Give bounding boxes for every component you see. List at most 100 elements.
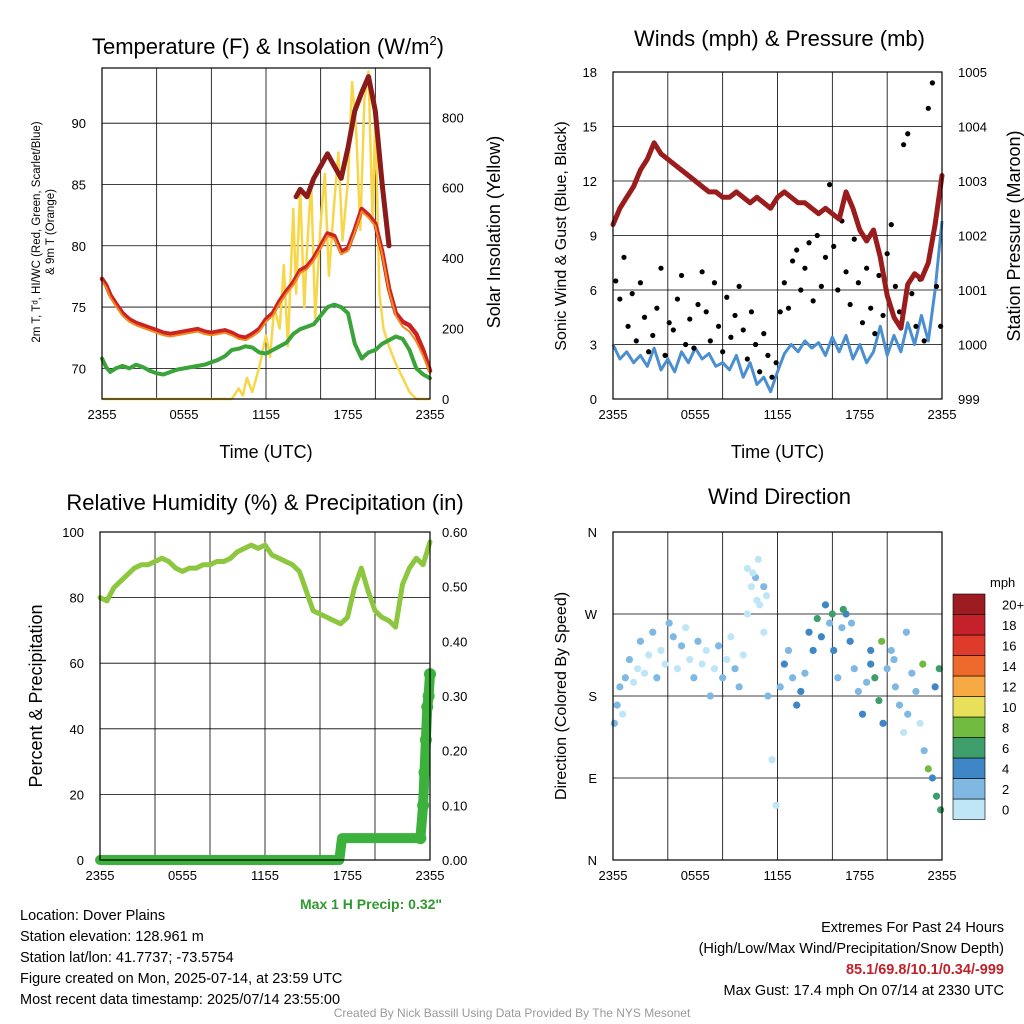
y-tick-label: 85 xyxy=(72,177,86,192)
wind-direction-point xyxy=(793,701,801,709)
y-tick-label: N xyxy=(588,525,597,540)
x-axis-label: Time (UTC) xyxy=(219,442,312,462)
legend-label: 20+ xyxy=(1002,597,1024,612)
wind-direction-point xyxy=(739,651,747,659)
temperature-chart: 70 75 80 85 90 0 200 400 600 800 2355 0555 1155 1755 2… xyxy=(31,33,504,462)
wind-direction-point xyxy=(749,569,757,577)
precipitation-point xyxy=(422,690,435,702)
y2-tick-label: 400 xyxy=(442,251,464,266)
wind-direction-point xyxy=(665,619,673,627)
legend-title: mph xyxy=(990,575,1015,590)
legend-swatch xyxy=(952,696,986,718)
wind-direction-point xyxy=(634,665,642,673)
wind-direction-point xyxy=(871,674,879,682)
wind-direction-point xyxy=(902,628,910,636)
wind-direction-point xyxy=(813,614,821,623)
gust-point xyxy=(674,296,681,302)
legend-label: 6 xyxy=(1002,741,1009,756)
gust-point xyxy=(921,338,927,344)
winds-chart: 0 3 6 9 12 15 18 999 1000 1001 1002 1003 1004 1005 235… xyxy=(553,26,1024,462)
wind-direction-point xyxy=(686,655,694,664)
wind-direction-point xyxy=(610,719,618,727)
wind-direction-point xyxy=(625,655,634,664)
y2-tick-label: 0.60 xyxy=(442,525,467,540)
legend-swatch xyxy=(952,655,986,677)
y2-tick-label: 0.40 xyxy=(442,634,467,649)
y-axis-label: Percent & Precipitation xyxy=(26,604,46,787)
gust-point xyxy=(773,360,779,366)
y2-tick-label: 1005 xyxy=(958,65,987,80)
precipitation-point xyxy=(418,766,431,779)
gust-point xyxy=(888,222,894,228)
gust-point xyxy=(650,332,656,339)
x-tick-label: 2355 xyxy=(86,868,115,883)
y2-tick-label: 0.30 xyxy=(442,689,467,704)
y-tick-label: 60 xyxy=(70,656,84,671)
gust-point xyxy=(769,374,775,380)
y-tick-label: 75 xyxy=(72,300,86,315)
wind-direction-point xyxy=(935,665,943,673)
wind-direction-point xyxy=(919,660,927,668)
wind-direction-point xyxy=(891,683,899,691)
y-tick-label: 0 xyxy=(77,853,84,868)
wind-direction-point xyxy=(702,646,710,655)
gust-point xyxy=(925,105,931,111)
legend-label: 8 xyxy=(1002,720,1009,735)
y2-tick-label: 1004 xyxy=(958,120,987,135)
heat-index-line xyxy=(293,74,392,249)
chart-title: Winds (mph) & Pressure (mb) xyxy=(634,26,925,51)
wind-direction-point xyxy=(788,674,797,682)
wind-direction-point xyxy=(731,665,739,673)
latlon-text: Station lat/lon: 41.7737; -73.5754 xyxy=(20,950,234,966)
gust-point xyxy=(855,280,861,286)
gust-point xyxy=(695,301,701,308)
gust-point xyxy=(789,258,796,264)
gust-point xyxy=(666,320,672,326)
gust-point xyxy=(678,272,685,279)
y2-tick-label: 0 xyxy=(442,392,449,407)
x-tick-label: 2355 xyxy=(416,407,445,422)
gust-point xyxy=(613,278,619,284)
wind-direction-point xyxy=(908,669,916,677)
location-text: Location: Dover Plains xyxy=(20,908,166,924)
gust-point xyxy=(699,269,705,275)
gust-point xyxy=(691,345,697,351)
wind-direction-point xyxy=(649,628,657,636)
wind-direction-point xyxy=(821,601,830,609)
gust-point xyxy=(909,291,915,297)
y-axis-label: Sonic Wind & Gust (Blue, Black) xyxy=(553,121,570,350)
legend-swatch xyxy=(952,757,986,779)
y-axis-label: & 9m T (Orange) xyxy=(45,189,57,275)
figure-created-text: Figure created on Mon, 2025-07-14, at 23… xyxy=(20,971,343,987)
wind-direction-point xyxy=(753,596,761,604)
wind-direction-point xyxy=(669,633,677,641)
solar-insolation-line xyxy=(102,70,430,401)
wind-direction-point xyxy=(847,619,856,627)
wind-direction-point xyxy=(714,642,723,650)
chart-title: Temperature (F) & Insolation (W/m2) xyxy=(92,33,444,59)
y-tick-label: 20 xyxy=(70,787,84,802)
wind-direction-point xyxy=(834,674,842,682)
y-tick-label: 3 xyxy=(590,338,597,353)
wind-direction-point xyxy=(780,660,788,668)
wind-direction-point xyxy=(621,674,629,682)
legend-label: 0 xyxy=(1002,802,1009,817)
legend-label: 16 xyxy=(1002,638,1016,653)
wind-direction-point xyxy=(805,628,813,636)
plot-border xyxy=(101,67,431,400)
wind-direction-point xyxy=(895,701,904,709)
gust-point xyxy=(703,309,709,315)
wind-direction-point xyxy=(743,610,751,618)
x-tick-label: 1155 xyxy=(764,868,792,883)
wind-direction-point xyxy=(640,669,649,677)
precipitation-point xyxy=(417,799,430,812)
gust-point xyxy=(728,334,734,340)
station-info: Location: Dover Plains Station elevation… xyxy=(20,906,342,1011)
wind-direction-point xyxy=(924,765,932,773)
gust-point xyxy=(810,298,816,304)
wind-direction-point xyxy=(706,692,714,700)
legend-label: 12 xyxy=(1002,679,1016,694)
legend-swatch xyxy=(952,614,986,636)
title-close: ) xyxy=(437,34,444,59)
temperature-line xyxy=(99,206,433,374)
